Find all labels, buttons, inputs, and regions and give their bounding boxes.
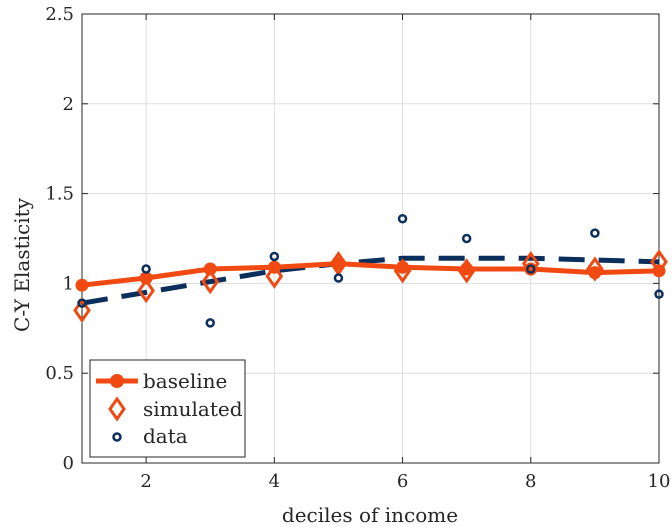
plot-area — [81, 13, 660, 464]
data-point — [77, 298, 87, 308]
data-point — [461, 233, 472, 244]
data-point — [526, 264, 536, 274]
x-tick-label: 2 — [140, 471, 151, 492]
y-tick-label: 2 — [63, 94, 74, 115]
x-tick-label: 8 — [525, 471, 536, 492]
simulated-point — [650, 249, 668, 275]
x-axis: 2 4 6 8 10 — [140, 14, 670, 492]
data-point — [269, 251, 280, 262]
x-tick-label: 4 — [269, 471, 280, 492]
baseline-point — [75, 278, 89, 292]
legend-simulated-marker — [108, 396, 126, 422]
data-point — [205, 318, 215, 328]
y-tick-label: 1 — [63, 273, 74, 294]
simulated-point — [393, 258, 412, 284]
simulated-point — [73, 297, 91, 323]
legend-baseline-marker — [110, 374, 124, 388]
simulated-point — [457, 258, 476, 284]
simulated-point — [265, 263, 284, 289]
data-point — [141, 264, 151, 274]
legend: baseline simulated data — [89, 359, 246, 458]
simulated-point — [586, 256, 604, 282]
y-tick-label: 2.5 — [45, 4, 74, 25]
y-axis: 0 0.5 1 1.5 2 2.5 — [45, 4, 659, 474]
data-point — [397, 213, 408, 224]
x-tick-label: 6 — [397, 471, 408, 492]
simulated-point — [201, 268, 220, 295]
legend-data-marker — [112, 432, 122, 442]
x-tick-label: 10 — [648, 471, 671, 492]
simulated-point — [137, 277, 155, 304]
legend-label-baseline: baseline — [143, 369, 227, 393]
y-tick-label: 0 — [63, 453, 74, 474]
series-layer — [73, 213, 668, 328]
y-tick-label: 0.5 — [45, 363, 74, 384]
data-point — [590, 228, 600, 238]
y-axis-label: C-Y Elasticity — [10, 197, 34, 332]
series-baseline-line — [81, 261, 660, 288]
legend-label-simulated: simulated — [143, 397, 243, 421]
y-tick-label: 1.5 — [45, 184, 74, 205]
data-point — [654, 289, 664, 299]
legend-label-data: data — [143, 424, 188, 448]
series-dashed-line — [81, 255, 660, 306]
plot-box — [81, 13, 660, 464]
data-point — [333, 273, 344, 283]
x-axis-label: deciles of income — [282, 503, 458, 527]
